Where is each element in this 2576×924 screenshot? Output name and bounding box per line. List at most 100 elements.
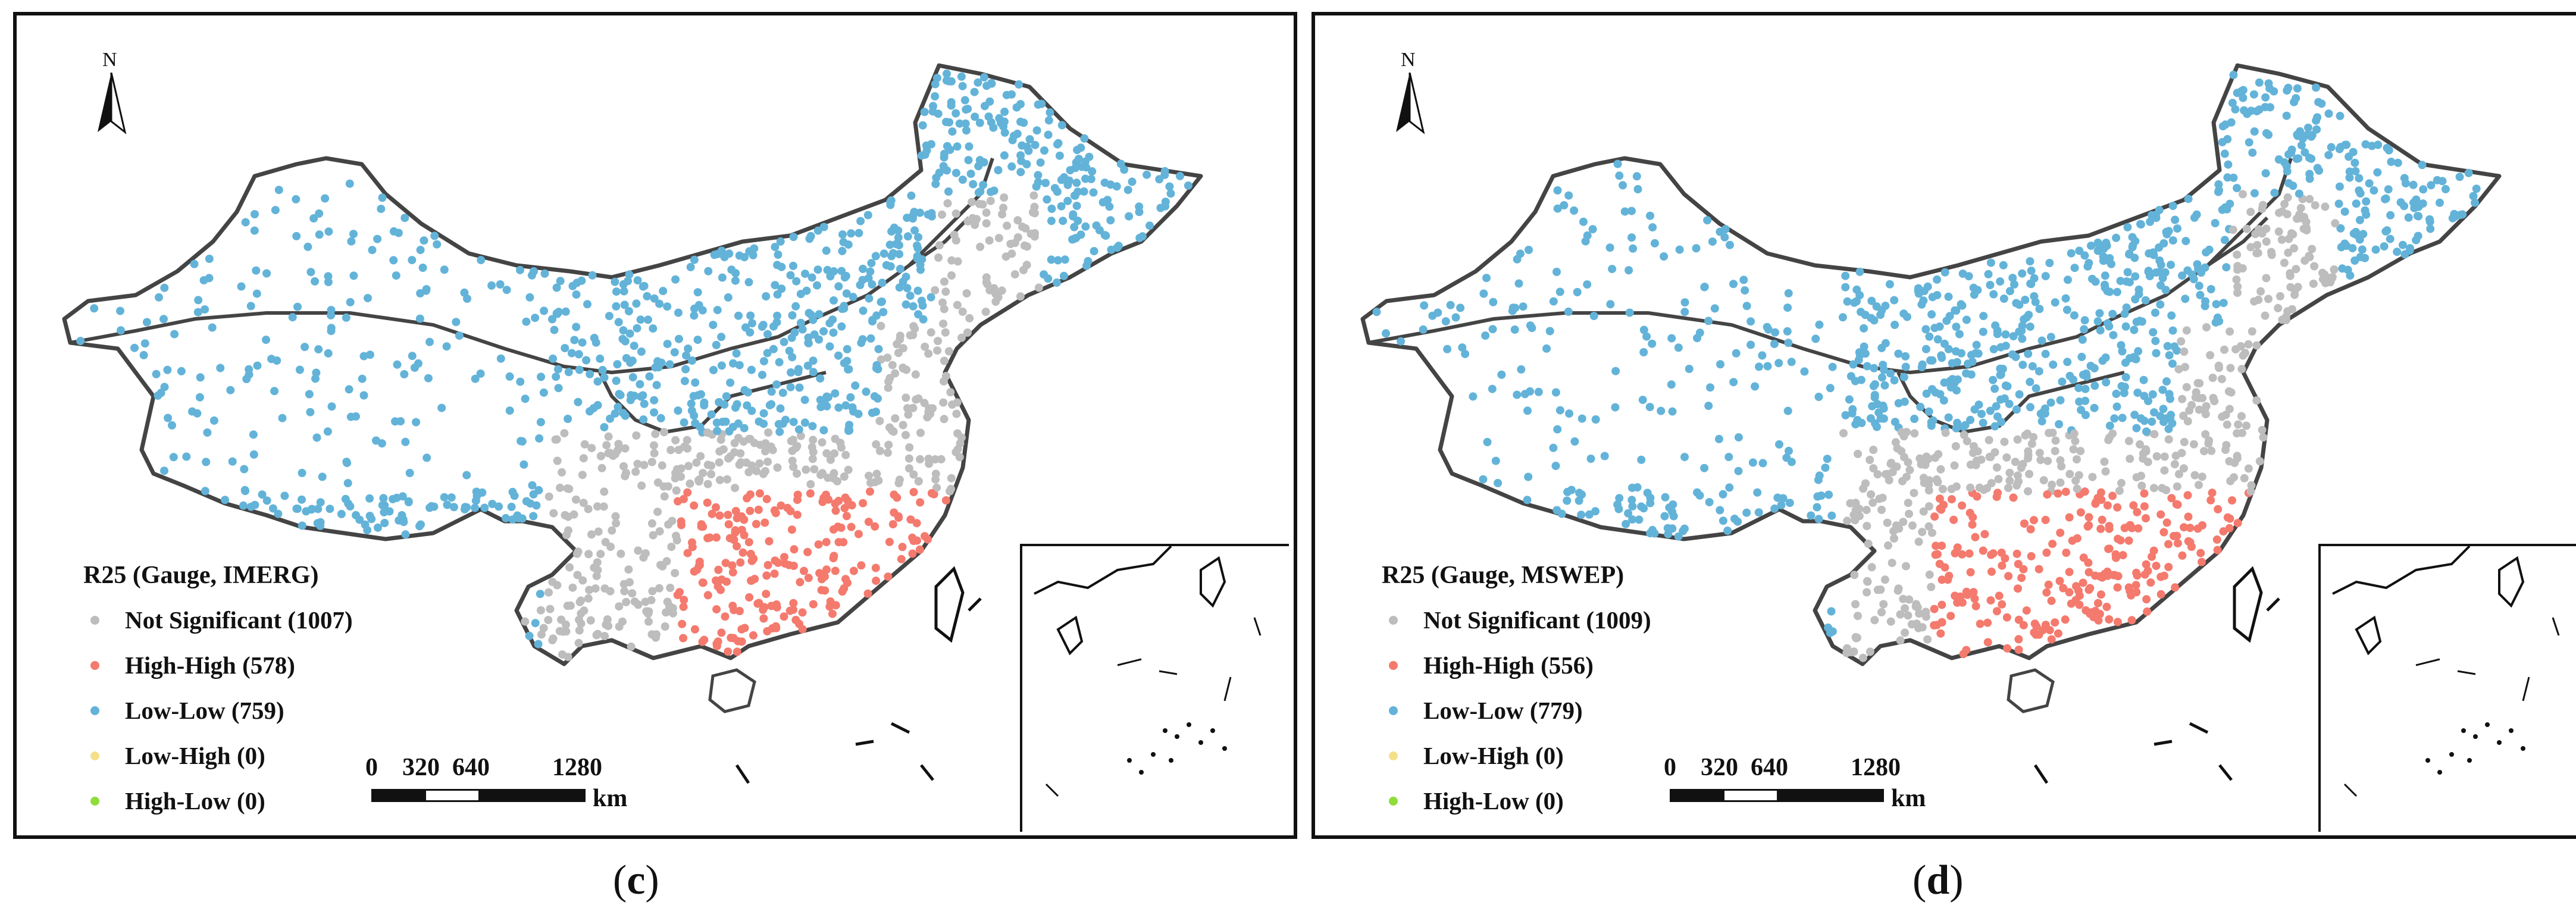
station-point (1920, 478, 1929, 487)
station-point (2358, 245, 2367, 254)
station-point (1497, 370, 1506, 379)
station-point (1936, 465, 1945, 474)
station-point (1962, 369, 1971, 378)
station-point (2201, 410, 2210, 419)
station-point (909, 470, 918, 479)
station-point (2152, 349, 2161, 358)
station-point (1879, 361, 1888, 369)
station-point (947, 77, 956, 86)
station-point (2335, 182, 2344, 191)
station-point (1908, 521, 1917, 530)
station-point (1542, 344, 1551, 353)
station-point (825, 342, 834, 351)
station-point (1695, 328, 1704, 337)
station-point (790, 328, 799, 337)
station-point (2184, 512, 2193, 521)
station-point (505, 372, 514, 381)
station-point (2228, 496, 2236, 505)
station-point (1814, 393, 1823, 401)
station-point (1854, 356, 1863, 365)
station-point (2088, 472, 2097, 481)
station-point (1910, 488, 1918, 497)
station-point (1927, 582, 1936, 591)
station-point (2345, 152, 2353, 161)
station-point (2253, 249, 2262, 258)
station-point (1105, 202, 1114, 211)
station-point (2374, 140, 2383, 149)
station-point (2277, 235, 2286, 244)
station-point (672, 531, 680, 540)
station-point (759, 419, 768, 428)
station-point (762, 571, 771, 580)
station-point (2250, 189, 2259, 198)
station-point (2223, 173, 2232, 182)
station-point (1034, 171, 1043, 180)
station-point (1513, 390, 1522, 399)
station-point (130, 343, 139, 352)
station-point (596, 354, 605, 363)
station-point (2140, 570, 2149, 579)
station-point (1952, 482, 1961, 491)
station-point (690, 501, 699, 510)
station-point (2074, 586, 2083, 595)
station-point (1710, 304, 1719, 313)
station-point (2177, 337, 2186, 346)
station-point (2295, 189, 2303, 198)
station-point (2093, 599, 2102, 607)
station-point (784, 560, 793, 569)
station-point (205, 274, 214, 283)
station-point (939, 320, 948, 328)
region-boundary-plateau (1896, 371, 2125, 434)
station-point (1884, 541, 1892, 550)
station-point (306, 268, 315, 277)
station-point (1973, 492, 1982, 501)
station-point (567, 349, 576, 358)
station-point (342, 313, 350, 322)
scale-unit: km (593, 785, 628, 812)
station-point (2014, 635, 2023, 644)
station-point (763, 627, 772, 635)
station-point (347, 237, 356, 246)
station-point (637, 347, 646, 356)
high-high-dot (1389, 660, 1398, 670)
station-point (593, 502, 602, 511)
station-point (955, 453, 964, 462)
station-point (615, 390, 624, 399)
station-point (471, 503, 480, 512)
station-point (1783, 303, 1792, 312)
station-point (612, 519, 621, 528)
station-point (684, 462, 693, 471)
station-point (731, 269, 740, 278)
station-point (703, 591, 712, 600)
station-point (1165, 182, 1174, 191)
station-point (345, 385, 353, 394)
hainan-island (708, 668, 756, 713)
station-point (2073, 534, 2082, 543)
station-point (934, 253, 943, 262)
station-point (815, 310, 824, 319)
station-point (561, 307, 570, 316)
station-point (2419, 185, 2428, 194)
scale-tick: 320 (402, 754, 440, 781)
station-point (987, 79, 996, 88)
station-point (2078, 335, 2087, 344)
station-point (615, 622, 624, 631)
station-point (913, 286, 922, 295)
station-point (1924, 502, 1933, 510)
station-point (866, 267, 875, 276)
station-point (688, 543, 697, 552)
station-point (1827, 511, 1836, 520)
station-point (2133, 389, 2142, 397)
station-point (365, 494, 374, 503)
station-point (1632, 172, 1641, 181)
station-point (2105, 524, 2114, 533)
station-point (744, 538, 753, 547)
station-point (1041, 178, 1050, 187)
station-point (430, 231, 439, 240)
station-point (1855, 348, 1864, 357)
station-point (712, 533, 721, 542)
station-point (940, 356, 949, 365)
station-point (2077, 352, 2086, 361)
station-point (804, 339, 813, 347)
station-point (2046, 333, 2055, 342)
